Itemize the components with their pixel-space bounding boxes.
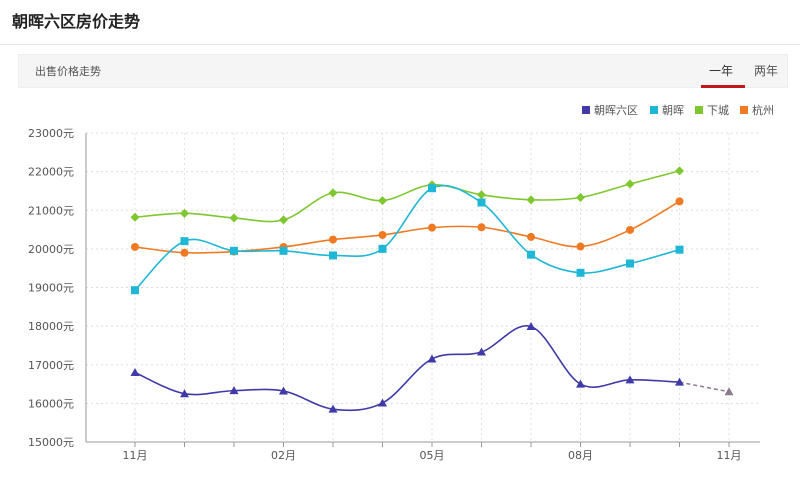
y-tick-label: 20000元 bbox=[28, 243, 74, 256]
data-point-diamond bbox=[328, 188, 338, 198]
legend-label: 下城 bbox=[707, 104, 729, 117]
price-trend-chart: 15000元 16000元 17000元 18000元 19000元 20000元 2100… bbox=[28, 103, 774, 462]
data-point-diamond bbox=[625, 179, 635, 189]
y-tick-label: 23000元 bbox=[28, 127, 74, 140]
title-divider bbox=[0, 44, 800, 45]
data-point-triangle bbox=[526, 322, 536, 331]
x-tick-label: 05月 bbox=[420, 449, 445, 462]
data-point-triangle bbox=[724, 387, 734, 396]
legend-swatch bbox=[650, 106, 658, 114]
data-point-triangle bbox=[625, 375, 635, 384]
data-point-circle bbox=[131, 242, 139, 251]
section-label: 出售价格走势 bbox=[35, 65, 101, 78]
data-point-triangle bbox=[576, 379, 585, 388]
data-point-square bbox=[279, 246, 288, 255]
x-tick-label: 11月 bbox=[123, 449, 148, 462]
data-point-circle bbox=[428, 223, 436, 232]
data-point-triangle bbox=[328, 404, 338, 413]
data-point-diamond bbox=[675, 166, 684, 176]
data-point-circle bbox=[329, 235, 337, 244]
data-point-triangle bbox=[378, 398, 387, 407]
data-point-diamond bbox=[378, 196, 387, 206]
data-point-square bbox=[329, 251, 337, 260]
data-point-circle bbox=[675, 197, 684, 206]
data-point-triangle bbox=[130, 367, 140, 376]
data-point-square bbox=[527, 250, 535, 259]
legend-swatch bbox=[695, 106, 703, 114]
data-point-square bbox=[131, 286, 139, 295]
data-point-circle bbox=[576, 242, 585, 251]
forecast-line bbox=[679, 381, 730, 393]
legend-swatch bbox=[582, 106, 590, 114]
y-tick-label: 19000元 bbox=[28, 282, 74, 295]
data-point-square bbox=[675, 245, 684, 254]
data-point-triangle bbox=[279, 386, 288, 395]
data-point-square bbox=[230, 246, 238, 255]
data-point-diamond bbox=[229, 213, 239, 223]
data-point-triangle bbox=[427, 354, 437, 363]
legend-label: 朝晖六区 bbox=[594, 104, 638, 117]
data-point-diamond bbox=[526, 195, 536, 205]
data-point-circle bbox=[378, 230, 387, 239]
chart-tabbar: 出售价格走势 一年 两年 bbox=[18, 54, 788, 88]
data-point-diamond bbox=[180, 208, 189, 218]
data-point-square bbox=[428, 184, 436, 193]
page-title: 朝晖六区房价走势 bbox=[12, 12, 141, 31]
series-line bbox=[134, 200, 680, 254]
tab-two-years[interactable]: 两年 bbox=[754, 64, 779, 78]
legend-label: 杭州 bbox=[752, 103, 774, 117]
data-point-diamond bbox=[279, 215, 288, 225]
x-tick-label: 11月 bbox=[717, 449, 742, 462]
y-tick-label: 21000元 bbox=[28, 204, 74, 217]
data-point-diamond bbox=[130, 212, 140, 222]
y-tick-label: 18000元 bbox=[28, 320, 74, 333]
tab-one-year[interactable]: 一年 bbox=[709, 64, 734, 78]
data-point-circle bbox=[626, 225, 634, 234]
series-line bbox=[134, 325, 680, 412]
x-tick-label: 02月 bbox=[271, 449, 296, 462]
data-point-diamond bbox=[477, 190, 486, 200]
x-tick-label: 08月 bbox=[568, 449, 593, 462]
data-point-square bbox=[477, 198, 486, 207]
y-tick-label: 17000元 bbox=[28, 359, 74, 372]
series-line bbox=[134, 170, 680, 223]
data-point-triangle bbox=[180, 389, 189, 398]
data-point-square bbox=[576, 268, 585, 277]
series-line bbox=[134, 184, 680, 291]
data-point-triangle bbox=[675, 377, 684, 386]
data-point-circle bbox=[477, 223, 486, 232]
y-tick-label: 22000元 bbox=[28, 166, 74, 179]
data-point-diamond bbox=[576, 193, 585, 203]
data-point-square bbox=[626, 259, 634, 268]
data-point-triangle bbox=[477, 347, 486, 356]
legend-swatch bbox=[740, 106, 748, 114]
data-point-circle bbox=[180, 248, 189, 257]
y-tick-label: 15000元 bbox=[28, 436, 74, 449]
data-point-circle bbox=[527, 232, 535, 241]
data-point-triangle bbox=[229, 386, 239, 395]
data-point-square bbox=[378, 244, 387, 253]
data-point-square bbox=[180, 237, 189, 246]
active-tab-underline bbox=[701, 85, 745, 88]
legend-label: 朝晖 bbox=[662, 104, 684, 117]
y-tick-label: 16000元 bbox=[28, 397, 74, 410]
